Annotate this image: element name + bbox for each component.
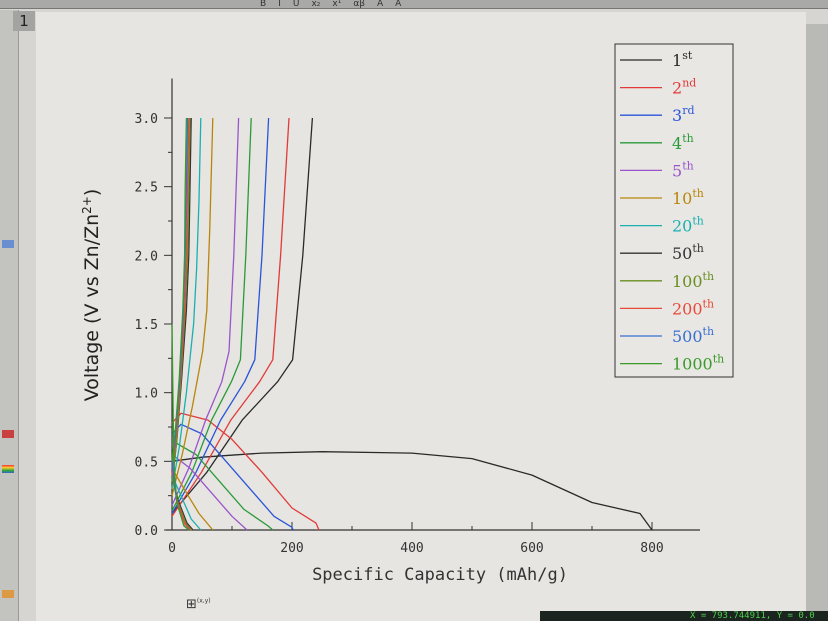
x-tick-label: 600 <box>520 541 543 556</box>
series-3-charge-curve <box>171 117 270 514</box>
y-tick-label: 3.0 <box>135 112 158 127</box>
toolbar-button[interactable]: U <box>292 0 300 9</box>
series-1-discharge-curve <box>171 451 653 531</box>
series-4-discharge-curve <box>171 440 274 531</box>
series-10-discharge-curve <box>171 467 214 531</box>
series-2-charge-curve <box>171 117 290 517</box>
layer-tab[interactable]: 1 <box>13 11 35 31</box>
tool-icon[interactable] <box>2 590 14 598</box>
x-axis-label: Specific Capacity (mAh/g) <box>312 565 568 585</box>
window-edge <box>806 24 828 621</box>
legend: 1st 2nd 3rd 4th 5th 10th 20th 50th 100th 200th 500… <box>614 43 734 378</box>
toolbar-button[interactable]: A <box>377 0 384 9</box>
toolbar-button[interactable]: I <box>278 0 281 9</box>
series-20-charge-curve <box>171 117 202 489</box>
y-tick-label: 0.0 <box>135 524 158 539</box>
series-1-charge-curve <box>171 117 314 514</box>
x-tick-label: 200 <box>280 541 303 556</box>
x-tick-label: 400 <box>400 541 423 556</box>
x-tick-label: 800 <box>640 541 663 556</box>
left-toolbar <box>0 10 19 621</box>
screen-reader-tool-icon[interactable]: ⊞(x,y) <box>186 597 211 612</box>
series-4-charge-curve <box>171 117 252 512</box>
tool-icon-label: (x,y) <box>196 597 211 605</box>
y-axis-label: Voltage (V vs Zn/Zn2+) <box>80 189 103 402</box>
legend-label: 2nd <box>672 77 696 98</box>
y-tick-label: 1.5 <box>135 318 158 333</box>
series-10-charge-curve <box>171 117 214 496</box>
status-bar: X = 793.744911, Y = 0.0 <box>540 611 828 621</box>
legend-label: 5th <box>672 159 694 180</box>
toolbar-button[interactable]: αβ <box>353 0 365 9</box>
legend-label: 50th <box>672 242 704 263</box>
series-3-discharge-curve <box>171 423 294 531</box>
series-20-discharge-curve <box>171 474 202 531</box>
y-tick-label: 0.5 <box>135 455 158 470</box>
legend-label: 200th <box>672 297 714 318</box>
color-palette-icon[interactable] <box>2 465 14 473</box>
legend-label: 3rd <box>672 104 695 125</box>
toolbar-button[interactable]: x¹ <box>332 0 342 9</box>
series-5-discharge-curve <box>171 453 248 531</box>
legend-label: 500th <box>672 325 714 346</box>
legend-box <box>614 43 734 378</box>
legend-label: 10th <box>672 187 704 208</box>
series-1000-charge-curve <box>171 117 188 462</box>
legend-label: 4th <box>672 132 694 153</box>
x-tick-label: 0 <box>168 541 176 556</box>
tool-icon[interactable] <box>2 240 14 248</box>
legend-label: 1000th <box>672 353 724 374</box>
series-1000-discharge-curve <box>171 323 190 531</box>
series-2-discharge-curve <box>171 412 320 531</box>
series-5-charge-curve <box>171 117 240 506</box>
toolbar-button[interactable]: A <box>395 0 402 9</box>
y-tick-label: 1.0 <box>135 387 158 402</box>
y-tick-label: 2.5 <box>135 181 158 196</box>
toolbar-button[interactable]: x₂ <box>311 0 321 9</box>
legend-label: 20th <box>672 215 704 236</box>
y-tick-label: 2.0 <box>135 249 158 264</box>
legend-label: 1st <box>672 49 693 70</box>
legend-label: 100th <box>672 270 714 291</box>
toolbar-button[interactable]: B <box>260 0 267 9</box>
tool-icon[interactable] <box>2 430 14 438</box>
